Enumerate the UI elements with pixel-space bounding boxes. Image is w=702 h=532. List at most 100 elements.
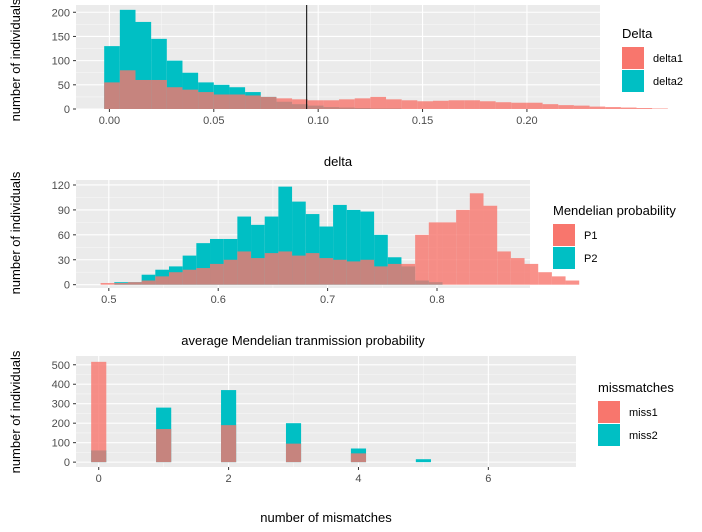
bar-P1	[497, 251, 511, 285]
y-axis-title: number of individuals	[8, 0, 23, 121]
bar-delta1	[292, 99, 308, 109]
bar-delta1	[448, 100, 465, 109]
legend-key-delta1	[622, 47, 644, 69]
legend-key-miss1	[598, 401, 620, 423]
bar-P1	[141, 280, 156, 285]
bar-delta1	[260, 96, 277, 109]
x-tick-label: 6	[485, 473, 491, 485]
bar-P1	[100, 283, 115, 285]
y-tick-label: 0	[64, 104, 70, 116]
y-tick-label: 400	[52, 379, 70, 391]
legend: Mendelian probability P1 P2	[553, 203, 676, 269]
bar-P1	[333, 259, 347, 285]
bar-delta1	[636, 108, 653, 109]
legend-title: Delta	[622, 26, 653, 41]
bar-P1	[237, 251, 252, 285]
bar-P1	[428, 222, 443, 285]
panel-mismatches: 0 100 200 300 400 500 0 2 4 6 number of mismatch…	[8, 350, 674, 525]
bar-delta1	[307, 100, 324, 109]
bar-P1	[524, 263, 539, 285]
legend-key-p1	[553, 224, 575, 246]
y-tick-label: 100	[52, 438, 70, 450]
x-tick-labels: 0 2 4 6	[96, 467, 491, 485]
bar-P1	[483, 205, 498, 285]
x-tick-label: 0.10	[307, 115, 328, 127]
x-tick-label: 0.5	[101, 294, 116, 306]
x-tick-labels: 0.5 0.6 0.7 0.8	[101, 288, 445, 306]
gridlines	[76, 356, 576, 467]
bar-miss2	[415, 459, 431, 463]
bar-P2	[141, 274, 156, 285]
bar-delta1	[386, 99, 402, 109]
bar-delta1	[417, 101, 433, 109]
x-tick-label: 0.00	[99, 115, 120, 127]
y-tick-labels: 0 100 200 300 400 500	[52, 360, 76, 469]
bar-P1	[551, 276, 566, 285]
bar-delta1	[135, 79, 152, 109]
x-tick-label: 0.8	[429, 294, 444, 306]
bar-P1	[374, 266, 388, 285]
legend-key-p2	[553, 247, 575, 269]
legend-label-p1: P1	[584, 230, 597, 242]
y-tick-label: 200	[52, 418, 70, 430]
legend-title: missmatches	[598, 380, 674, 395]
x-tick-label: 2	[226, 473, 232, 485]
y-tick-label: 120	[52, 180, 70, 192]
legend-label-delta2: delta2	[653, 76, 683, 88]
x-tick-label: 0.7	[320, 294, 335, 306]
bar-delta1	[151, 79, 167, 109]
y-axis-title: number of individuals	[8, 350, 23, 473]
bar-miss1	[285, 443, 302, 463]
bar-delta1	[589, 106, 606, 109]
bar-delta1	[245, 95, 261, 109]
bar-P1	[251, 258, 265, 285]
y-tick-label: 100	[52, 56, 70, 68]
y-tick-label: 300	[52, 399, 70, 411]
bar-delta1	[511, 102, 527, 109]
bar-delta1	[323, 100, 340, 109]
y-tick-label: 150	[52, 31, 70, 43]
x-tick-label: 0.20	[516, 115, 537, 127]
bar-P1	[196, 268, 211, 285]
legend-label-p2: P2	[584, 253, 597, 265]
x-tick-label: 0.6	[211, 294, 226, 306]
legend: missmatches miss1 miss2	[598, 380, 674, 446]
legend-key-miss2	[598, 424, 620, 446]
x-axis-title: number of mismatches	[260, 510, 392, 525]
bar-P1	[469, 193, 484, 285]
bar-P1	[127, 282, 142, 285]
x-axis-title: average Mendelian tranmission probabilit…	[181, 333, 425, 348]
bar-P1	[155, 276, 169, 285]
bar-P1	[346, 261, 361, 285]
x-tick-label: 0.05	[203, 115, 224, 127]
bar-delta1	[166, 87, 183, 109]
bar-delta1	[339, 99, 355, 109]
bar-P1	[510, 258, 525, 285]
y-tick-label: 90	[58, 205, 70, 217]
legend-label-miss1: miss1	[629, 407, 658, 419]
plot-background	[76, 356, 576, 467]
x-axis-title: delta	[324, 154, 353, 169]
bar-P1	[264, 253, 279, 285]
y-tick-label: 200	[52, 7, 70, 19]
legend: Delta delta1 delta2	[622, 26, 683, 92]
bar-delta1	[526, 102, 543, 109]
bar-delta1	[542, 104, 559, 109]
bar-P1	[182, 269, 197, 285]
bar-delta1	[198, 92, 214, 109]
bars	[91, 361, 431, 463]
bar-P1	[415, 234, 429, 285]
x-tick-labels: 0.00 0.05 0.10 0.15 0.20	[99, 109, 538, 127]
bar-P1	[168, 272, 183, 285]
bar-delta1	[573, 105, 590, 109]
legend-key-delta2	[622, 70, 644, 92]
bar-delta1	[370, 96, 387, 109]
y-axis-title: number of individuals	[8, 171, 23, 294]
bar-delta1	[119, 70, 136, 109]
bar-P1	[442, 222, 457, 285]
legend-title: Mendelian probability	[553, 203, 676, 218]
panel-mendelian: 0 30 60 90 120 0.5 0.6 0.7 0.8 average Mendelia…	[8, 171, 676, 348]
bar-delta1	[213, 94, 230, 109]
x-tick-label: 0	[96, 473, 102, 485]
bar-P1	[278, 251, 293, 285]
